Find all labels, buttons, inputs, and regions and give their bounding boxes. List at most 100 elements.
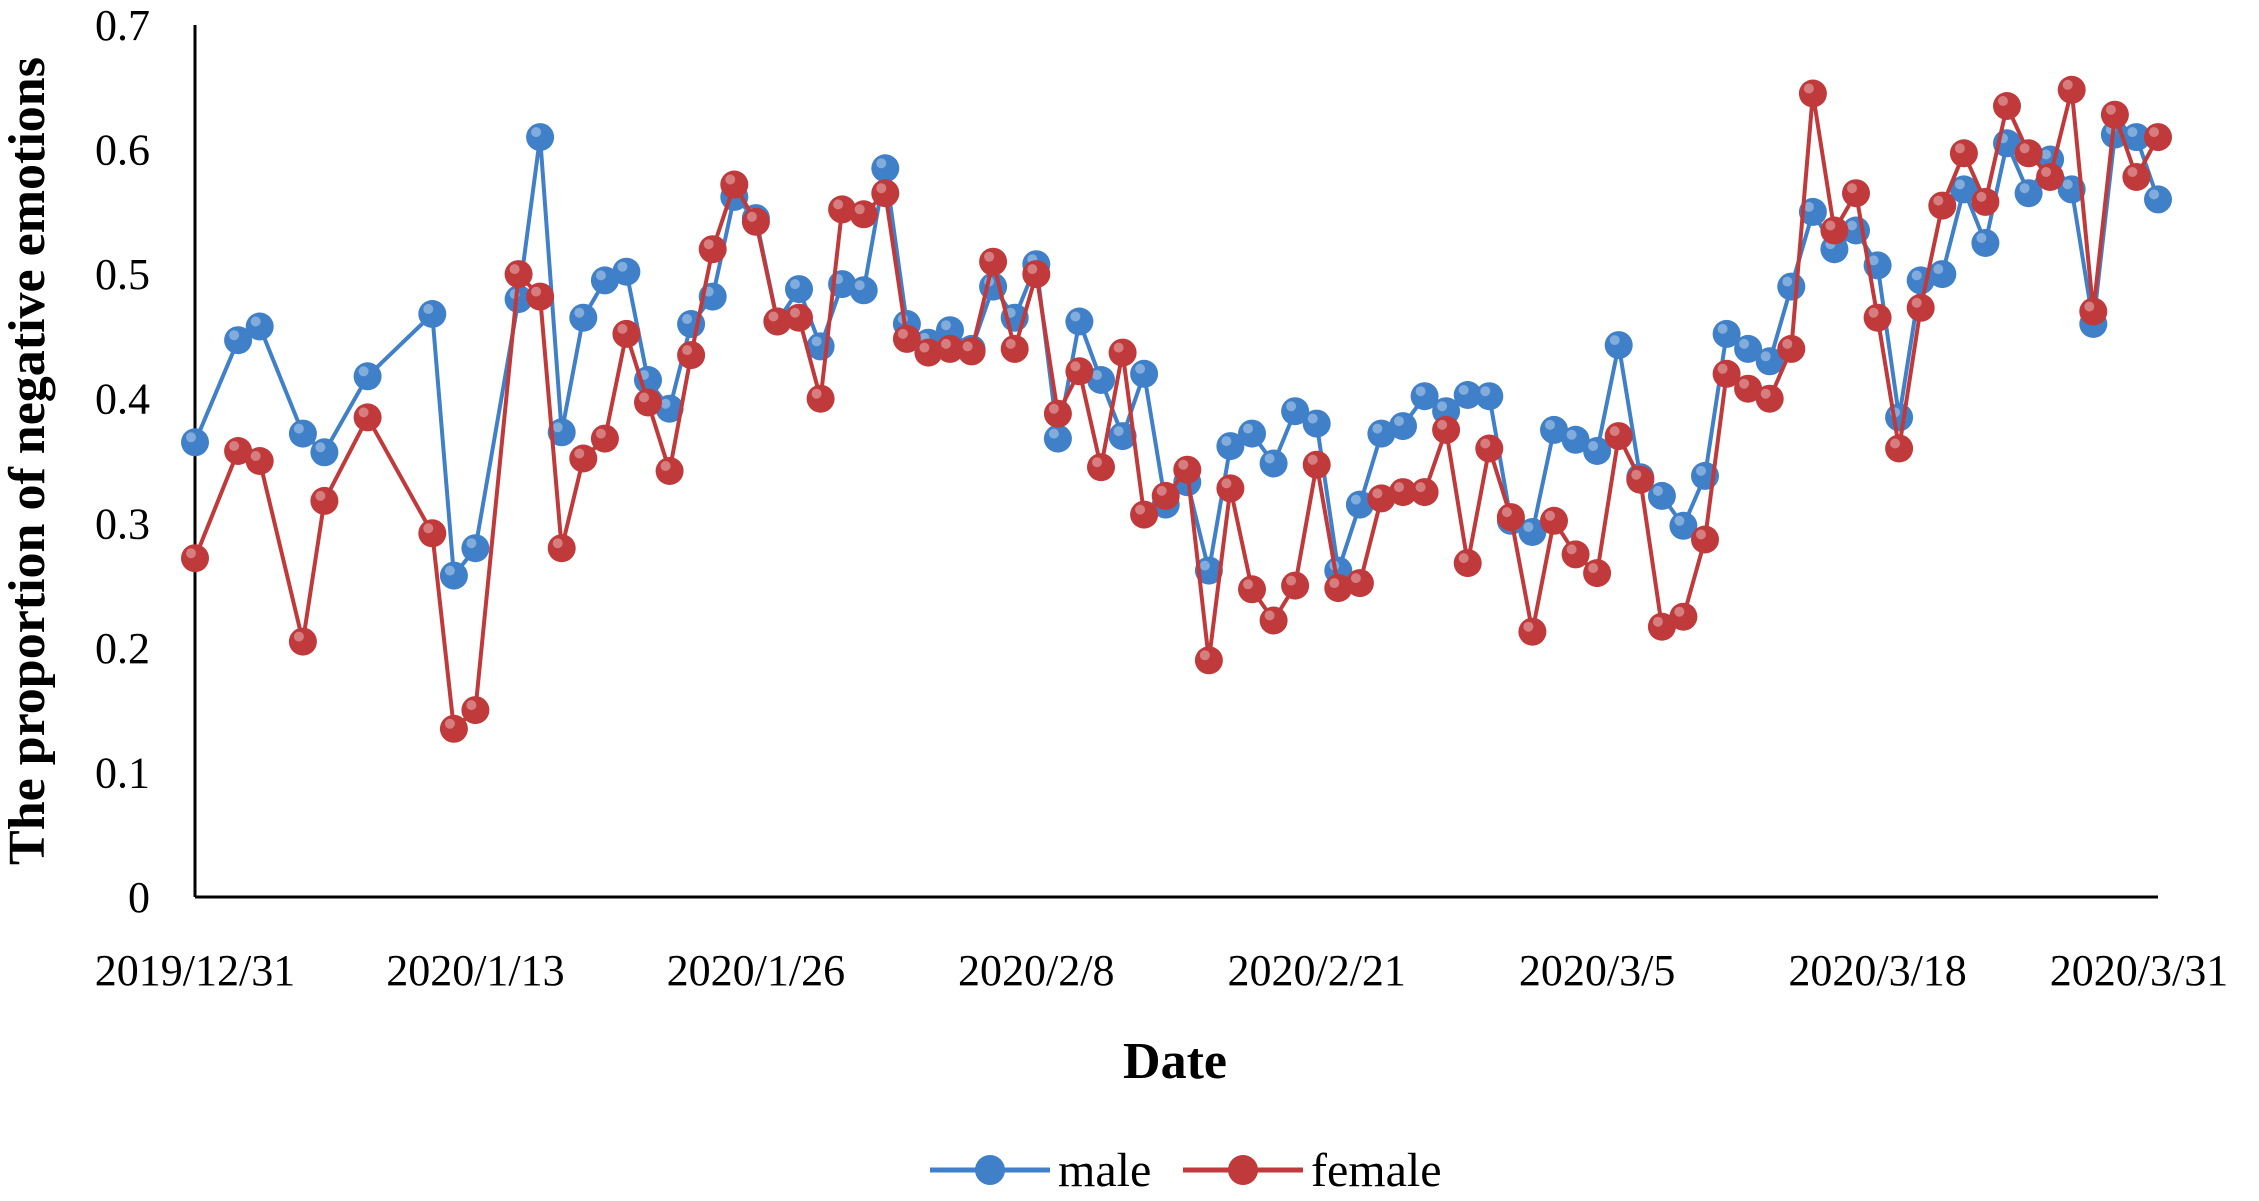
x-tick-label: 2020/3/18 [1788, 946, 1966, 995]
data-point-male [1367, 419, 1396, 448]
x-tick-label: 2020/1/26 [667, 946, 845, 995]
data-point-male [1259, 449, 1288, 478]
data-point-highlight [2149, 127, 2159, 138]
data-point-highlight [1286, 575, 1297, 586]
data-point-female [2100, 100, 2129, 129]
data-point-highlight [1674, 515, 1685, 526]
data-point-male [288, 419, 317, 448]
data-point-male [1777, 272, 1806, 301]
data-point-female [1626, 465, 1655, 494]
data-point-highlight [1372, 488, 1383, 499]
data-point-highlight [854, 204, 865, 215]
data-point-female [1302, 450, 1331, 479]
data-point-male [1604, 331, 1633, 360]
y-tick-label: 0 [128, 873, 150, 922]
y-tick-label: 0.6 [95, 126, 150, 175]
data-point-male [1410, 382, 1439, 411]
data-point-highlight [1588, 563, 1599, 574]
data-point-highlight [250, 451, 261, 461]
data-point-highlight [1825, 220, 1836, 231]
data-point-female [698, 235, 727, 264]
data-point-highlight [1005, 338, 1016, 349]
data-point-highlight [1480, 438, 1491, 449]
x-tick-label: 2020/3/5 [1519, 946, 1675, 995]
y-tick-labels: 0 0.1 0.2 0.3 0.4 0.5 0.6 0.7 [95, 1, 150, 922]
data-point-male [2144, 185, 2172, 214]
data-point-female [720, 170, 749, 199]
data-point-male [1475, 382, 1504, 411]
data-point-female [1734, 374, 1763, 403]
data-point-highlight [1372, 423, 1383, 434]
data-point-highlight [1070, 361, 1081, 372]
data-point-highlight [703, 239, 714, 250]
data-point-highlight [1048, 428, 1059, 439]
data-point-highlight [1803, 83, 1814, 94]
data-point-highlight [790, 307, 800, 318]
data-point-highlight [1135, 504, 1146, 515]
data-point-highlight [2019, 183, 2030, 194]
data-point-male [547, 418, 576, 447]
data-point-female [1647, 612, 1676, 641]
data-point-highlight [1609, 335, 1620, 346]
data-point-male [655, 394, 684, 423]
data-point-highlight [358, 407, 369, 418]
data-point-male [1065, 307, 1094, 336]
y-tick-label: 0.4 [95, 375, 150, 424]
data-point-female [1216, 474, 1245, 503]
data-point-female [1194, 646, 1223, 675]
data-point-female [1949, 139, 1978, 168]
data-point-highlight [639, 392, 649, 403]
data-point-highlight [876, 158, 887, 169]
data-point-male [245, 312, 274, 341]
data-point-highlight [1631, 469, 1642, 480]
data-point-highlight [1933, 264, 1944, 275]
data-point-male [1885, 403, 1914, 432]
data-point-highlight [876, 183, 887, 194]
data-point-female [1518, 617, 1547, 646]
data-point-male [1669, 511, 1698, 540]
y-tick-label: 0.1 [95, 748, 150, 797]
data-point-male [1712, 319, 1741, 348]
data-point-highlight [660, 398, 671, 409]
data-point-male [310, 438, 339, 467]
data-point-male [1561, 425, 1590, 454]
data-point-highlight [1545, 510, 1555, 521]
data-point-highlight [811, 336, 822, 347]
data-point-male [1798, 197, 1827, 226]
data-point-female [1993, 92, 2021, 120]
data-point-female [1691, 525, 1719, 554]
legend-male-label: male [1058, 1144, 1151, 1197]
data-point-highlight [1696, 465, 1706, 476]
data-point-highlight [1415, 482, 1426, 493]
data-point-highlight [1437, 419, 1448, 430]
data-point-female [1022, 260, 1051, 289]
data-point-female [1389, 478, 1417, 507]
data-point-male [1734, 334, 1763, 363]
data-point-highlight [595, 428, 606, 439]
data-point-highlight [1911, 297, 1922, 308]
data-point-male [1302, 409, 1331, 438]
data-point-female [2079, 297, 2108, 326]
legend-female-label: female [1311, 1144, 1442, 1197]
data-point-female [936, 334, 964, 363]
data-point-highlight [1868, 307, 1879, 318]
data-point-female [1345, 569, 1374, 598]
data-point-female [1367, 484, 1396, 513]
data-point-highlight [617, 261, 628, 272]
data-point-highlight [1458, 553, 1469, 564]
data-point-male [1345, 490, 1374, 519]
data-point-female [418, 519, 447, 548]
data-point-female [806, 384, 835, 413]
series-male [181, 120, 2172, 590]
data-point-male [1087, 366, 1115, 394]
data-point-female [2014, 139, 2043, 168]
chart-axes [193, 25, 2158, 899]
legend-item-female: female [1183, 1144, 1442, 1197]
data-point-highlight [1760, 351, 1771, 362]
data-point-highlight [552, 538, 563, 549]
data-point-female [1259, 606, 1288, 635]
data-point-female [741, 207, 770, 236]
data-point-highlight [1199, 650, 1210, 661]
data-point-female [871, 179, 900, 208]
